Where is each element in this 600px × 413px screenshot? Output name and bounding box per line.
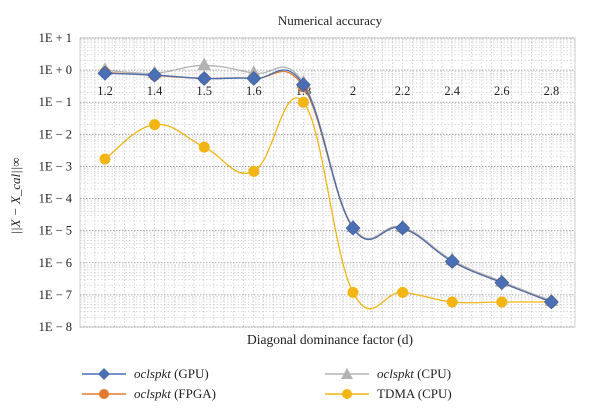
legend-swatch-fpga [82,387,126,401]
data-point-oclspkt-gpu [494,275,510,291]
y-tick-label: 1E − 2 [39,127,72,141]
series-line-tdma-cpu [104,97,552,310]
data-point-oclspkt-gpu [97,65,113,81]
legend-label-gpu: oclspkt (GPU) [134,366,209,381]
legend-swatch-gpu [82,367,126,381]
x-tick-label: 1.5 [196,84,212,98]
legend: oclspkt (GPU) oclspkt (FPGA) oclspkt (CP… [82,365,512,405]
data-point-oclspkt-gpu [543,294,559,310]
legend-item-cpu: oclspkt (CPU) [325,365,451,383]
legend-label-fpga: oclspkt (FPGA) [134,386,216,401]
plot-grid [79,37,576,328]
data-point-oclspkt-gpu [345,220,361,236]
series-layer [97,57,559,310]
chart-title: Numerical accuracy [278,13,383,28]
legend-label-tdma: TDMA (CPU) [377,386,452,401]
legend-item-gpu: oclspkt (GPU) [82,365,209,383]
legend-swatch-cpu [325,367,369,381]
data-point-oclspkt-gpu [395,220,411,236]
x-tick-label: 2.8 [544,84,560,98]
data-point-oclspkt-gpu [444,254,460,269]
data-point-oclspkt-cpu [197,57,212,71]
y-tick-label: 1E − 8 [39,320,72,334]
y-tick-label: 1E − 4 [39,192,73,206]
x-tick-label: 2.4 [444,84,460,98]
x-tick-label: 2.2 [395,84,411,98]
y-axis-label: ||X − X_cal||∞ [8,157,23,234]
y-tick-label: 1E + 0 [39,63,72,77]
data-point-oclspkt-gpu [295,77,311,93]
x-tick-label: 2.6 [494,84,510,98]
x-axis-label: Diagonal dominance factor (d) [247,332,413,347]
y-tick-label: 1E + 1 [39,31,72,45]
y-tick-label: 1E − 6 [39,256,72,270]
data-point-oclspkt-gpu [196,71,212,86]
x-tick-label: 1.4 [147,84,163,98]
data-point-tdma-cpu [397,286,409,298]
data-point-tdma-cpu [446,296,458,308]
series-line-oclspkt-gpu [104,69,552,303]
data-point-tdma-cpu [347,286,359,298]
legend-swatch-tdma [325,387,369,401]
data-point-tdma-cpu [149,119,161,131]
legend-label-cpu: oclspkt (CPU) [377,366,452,381]
data-point-tdma-cpu [297,96,309,108]
y-tick-label: 1E − 3 [39,159,72,173]
y-tick-label: 1E − 7 [39,288,72,302]
data-point-oclspkt-gpu [147,67,163,83]
series-line-oclspkt-fpga [104,70,552,303]
x-tick-label: 1.6 [246,84,262,98]
axes: 1E − 8 1E − 7 1E − 6 1E − 5 1E − 4 1E − 3 1E −… [39,31,560,334]
legend-item-fpga: oclspkt (FPGA) [82,385,216,403]
x-tick-label: 2 [350,84,356,98]
data-point-tdma-cpu [99,153,111,165]
data-point-tdma-cpu [248,165,260,177]
y-tick-label: 1E − 5 [39,224,72,238]
x-tick-label: 1.2 [97,84,113,98]
y-tick-label: 1E − 1 [39,95,72,109]
data-point-tdma-cpu [496,296,508,308]
legend-item-tdma: TDMA (CPU) [325,385,452,403]
data-point-oclspkt-gpu [246,71,262,86]
data-point-tdma-cpu [198,141,210,153]
